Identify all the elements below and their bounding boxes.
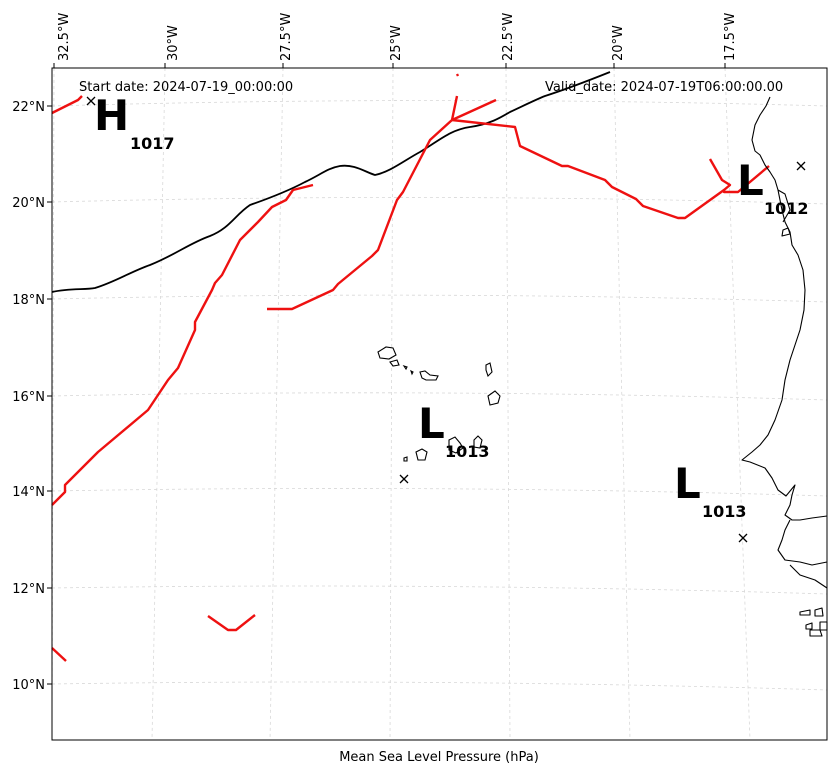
start-date-label: Start date: 2024-07-19_00:00:00 (79, 80, 293, 95)
low-centre-marker (796, 161, 806, 171)
lat-label: 20°N (12, 196, 45, 211)
lat-label: 22°N (12, 100, 45, 115)
lon-label: 22.5°W (501, 13, 516, 61)
lat-label: 14°N (12, 485, 45, 500)
longitude-axis: 32.5°W 30°W 27.5°W 25°W 22.5°W 20°W 17.5… (53, 13, 738, 68)
map-frame (51, 67, 828, 741)
pressure-system-labels: H 1017 L 1012 L 1013 L 1013 (94, 91, 809, 521)
lon-label: 20°W (611, 25, 626, 61)
coastline (741, 96, 828, 637)
lon-label: 27.5°W (279, 13, 294, 61)
system-value-high: 1017 (130, 134, 175, 153)
low-centre-marker (399, 474, 409, 484)
system-value-low: 1013 (445, 442, 490, 461)
lon-label: 30°W (166, 25, 181, 61)
isobar-line (51, 71, 611, 293)
system-letter-high: H (94, 91, 129, 140)
system-letter-low: L (737, 156, 764, 205)
lat-label: 18°N (12, 293, 45, 308)
lat-label: 16°N (12, 390, 45, 405)
low-centre-marker (738, 533, 748, 543)
cape-verde-islands (377, 346, 501, 462)
pressure-centre-markers (86, 96, 806, 543)
lat-label: 12°N (12, 582, 45, 597)
trough-lines (51, 73, 770, 662)
lat-label: 10°N (12, 678, 45, 693)
system-value-low: 1013 (702, 502, 747, 521)
graticule (51, 67, 828, 741)
system-value-low: 1012 (764, 199, 809, 218)
lon-label: 25°W (389, 25, 404, 61)
valid-date-label: Valid_date: 2024-07-19T06:00:00.00 (545, 80, 783, 95)
lon-label: 17.5°W (723, 13, 738, 61)
lon-label: 32.5°W (57, 13, 72, 61)
latitude-axis: 22°N 20°N 18°N 16°N 14°N 12°N 10°N (12, 100, 52, 693)
system-letter-low: L (418, 399, 445, 448)
system-letter-low: L (674, 459, 701, 508)
map-caption: Mean Sea Level Pressure (hPa) (339, 750, 539, 765)
high-centre-marker (86, 96, 96, 106)
